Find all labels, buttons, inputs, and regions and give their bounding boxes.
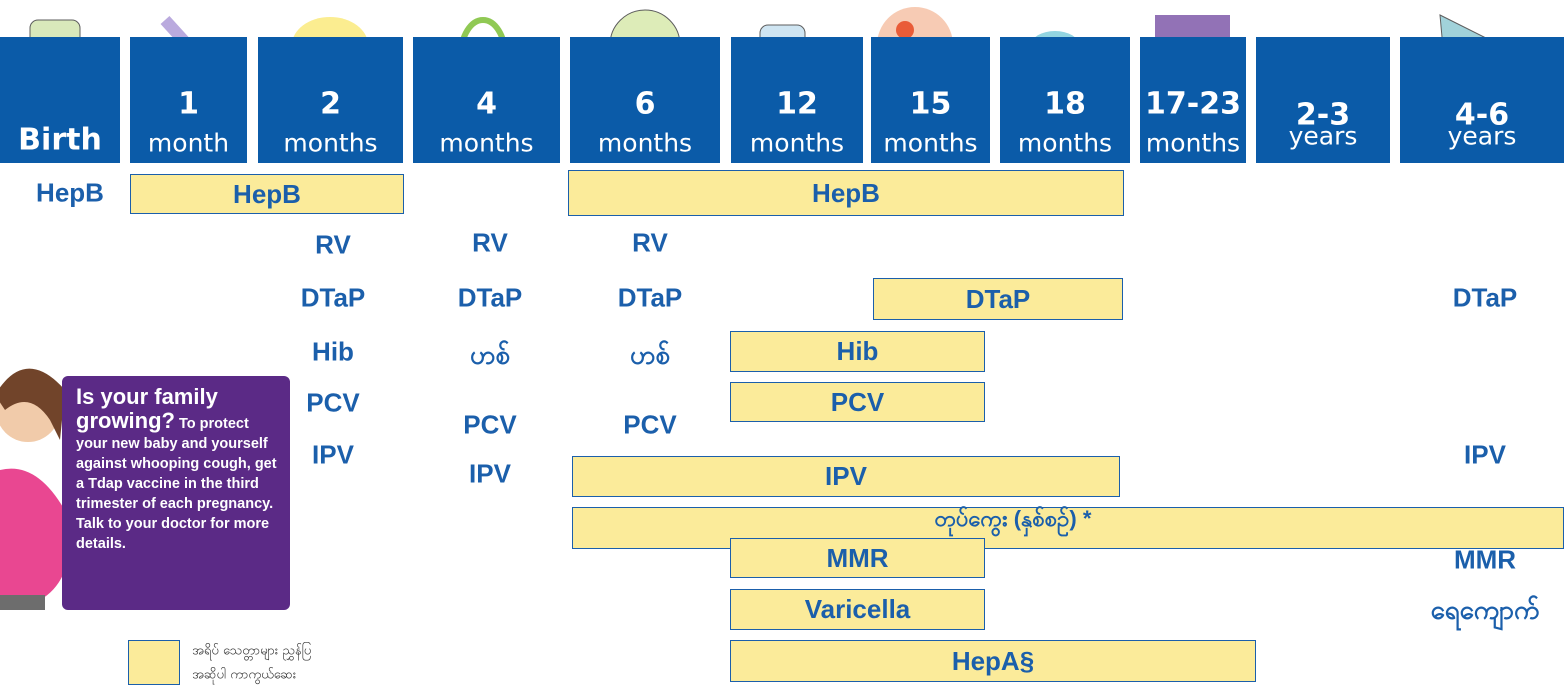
callout-body: To protect your new baby and yourself ag… bbox=[76, 416, 277, 552]
column-number: 4-6 bbox=[1454, 97, 1510, 133]
column-number: 6 bbox=[634, 86, 656, 122]
callout: Is your family growing? To protect your … bbox=[62, 376, 290, 610]
vaccine-label: IPV bbox=[312, 439, 354, 470]
column-header bbox=[1140, 37, 1246, 163]
callout-title: Is your family growing? bbox=[76, 384, 218, 433]
vaccine-bar: DTaP bbox=[873, 278, 1123, 320]
vaccine-label: ဟစ် bbox=[469, 339, 511, 370]
vaccine-label: DTaP bbox=[457, 282, 523, 313]
vaccine-label: RV bbox=[632, 227, 668, 258]
vaccine-label: ရေကျောက် bbox=[1430, 594, 1540, 625]
column-number: 15 bbox=[909, 86, 952, 122]
column-number: 4 bbox=[476, 86, 497, 122]
column-unit: months bbox=[883, 128, 978, 158]
column-unit: months bbox=[1145, 128, 1241, 158]
vaccine-bar: HepA§ bbox=[730, 640, 1256, 682]
vaccine-bar: PCV bbox=[730, 382, 985, 422]
legend-text: အဆိုပါ ကာကွယ်ဆေး bbox=[192, 667, 297, 683]
legend-swatch bbox=[128, 640, 180, 685]
vaccine-label: RV bbox=[315, 229, 351, 260]
column-number: 12 bbox=[776, 86, 818, 122]
column-number: 2 bbox=[320, 86, 341, 122]
vaccine-label: ဟစ် bbox=[629, 339, 671, 370]
vaccine-bar: တုပ်ကွေး (နှစ်စဉ်) * bbox=[572, 505, 1564, 549]
column-unit: months bbox=[749, 128, 845, 158]
column-unit: months bbox=[439, 128, 534, 158]
vaccine-label: IPV bbox=[1464, 439, 1506, 470]
column-header bbox=[1256, 37, 1390, 163]
vaccine-bar: Varicella bbox=[730, 589, 985, 630]
column-unit: years bbox=[1447, 121, 1517, 151]
vaccine-label: HepA§ bbox=[951, 645, 1035, 676]
vaccine-label: PCV bbox=[306, 387, 360, 418]
column-header bbox=[570, 37, 720, 163]
column-header bbox=[871, 37, 990, 163]
vaccine-bar: MMR bbox=[730, 538, 985, 578]
vaccine-bar: HepB bbox=[568, 170, 1124, 216]
legend-text: အရိပ် သေတ္တာများ ညွှန်ပြ bbox=[192, 643, 312, 659]
vaccine-label: PCV bbox=[623, 409, 677, 440]
vaccine-label: Varicella bbox=[804, 594, 911, 624]
vaccine-label: DTaP bbox=[617, 282, 683, 313]
column-number: 1 bbox=[178, 86, 199, 122]
column-header bbox=[413, 37, 560, 163]
column-number: 18 bbox=[1044, 86, 1086, 122]
vaccine-label: IPV bbox=[469, 458, 511, 489]
vaccine-label: HepB bbox=[812, 177, 880, 208]
vaccine-bar: HepB bbox=[130, 174, 404, 214]
column-header bbox=[731, 37, 863, 163]
vaccine-bar: IPV bbox=[572, 456, 1120, 497]
column-unit: month bbox=[147, 128, 230, 158]
column-number: 17-23 bbox=[1145, 86, 1241, 122]
column-unit: months bbox=[597, 128, 693, 158]
vaccine-label: PCV bbox=[830, 386, 885, 417]
vaccine-bar: Hib bbox=[730, 331, 985, 372]
vaccine-label: RV bbox=[472, 227, 508, 258]
column-header bbox=[1400, 37, 1564, 163]
column-number: 2-3 bbox=[1295, 97, 1351, 133]
vaccine-label: တုပ်ကွေး (နှစ်စဉ်) * bbox=[934, 505, 1092, 531]
column-unit: years bbox=[1288, 121, 1358, 151]
vaccine-label: MMR bbox=[1453, 544, 1517, 575]
vaccine-label: DTaP bbox=[1452, 282, 1518, 313]
vaccine-label: Hib bbox=[312, 336, 354, 367]
vaccine-label: PCV bbox=[463, 409, 517, 440]
column-unit: months bbox=[1017, 128, 1113, 158]
column-header bbox=[258, 37, 403, 163]
column-header bbox=[130, 37, 247, 163]
column-header bbox=[0, 37, 120, 163]
vaccine-label: IPV bbox=[825, 461, 867, 491]
vaccine-label: HepB bbox=[36, 177, 104, 208]
vaccine-label: Hib bbox=[836, 336, 879, 366]
column-header bbox=[1000, 37, 1130, 163]
vaccine-label: DTaP bbox=[300, 282, 366, 313]
vaccine-label: HepB bbox=[233, 178, 301, 209]
column-label: Birth bbox=[18, 122, 102, 158]
vaccine-label: DTaP bbox=[965, 283, 1031, 314]
vaccine-label: MMR bbox=[826, 542, 889, 573]
column-unit: months bbox=[283, 128, 378, 158]
